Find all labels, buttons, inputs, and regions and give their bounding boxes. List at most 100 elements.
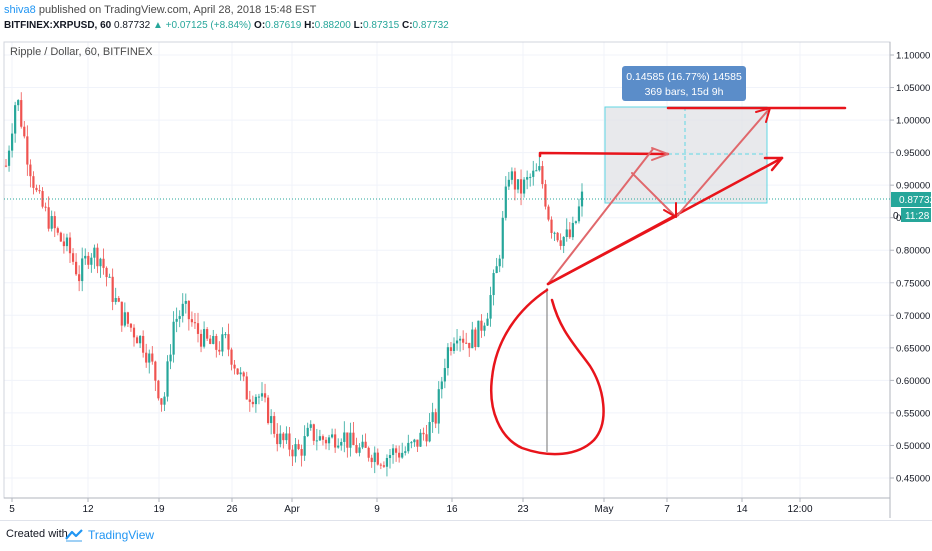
x-tick-label: 16	[446, 504, 458, 515]
candle-body	[221, 334, 224, 352]
drawn-arrow-up-1[interactable]	[547, 148, 654, 285]
low-value: 0.87315	[363, 20, 400, 31]
y-tick-label: 0.80000	[896, 246, 930, 257]
tradingview-logo-icon[interactable]	[64, 527, 84, 543]
candle-body	[276, 433, 279, 445]
drawn-resistance-line[interactable]	[538, 151, 670, 158]
candle-body	[123, 312, 126, 326]
candle-body	[452, 343, 456, 351]
candle-body	[379, 464, 382, 466]
candle-body	[513, 171, 517, 190]
measure-tooltip	[622, 66, 746, 101]
candle-body	[53, 216, 56, 229]
countdown-text: 11:28	[905, 211, 930, 222]
candle-body	[215, 336, 218, 350]
y-tick-label: 1.05000	[896, 83, 930, 94]
candle-body	[324, 439, 328, 444]
candle-body	[413, 439, 416, 443]
candle-body	[526, 177, 529, 180]
candle-body	[562, 236, 565, 246]
candle-body	[248, 399, 251, 402]
candle-body	[129, 323, 133, 328]
x-tick-label: 12	[82, 504, 94, 515]
candle-body	[419, 432, 422, 447]
high-label: H:	[304, 20, 315, 31]
candle-body	[282, 433, 285, 441]
candle-body	[550, 219, 553, 233]
time-axis[interactable]: 5 12 19 26 Apr 9 16 23 May 7 14 12:00	[9, 498, 813, 515]
candle-body	[574, 221, 578, 223]
candle-body	[102, 258, 105, 268]
y-tick-label: 0.45000	[896, 474, 930, 485]
candle-body	[367, 447, 370, 458]
candle-body	[580, 191, 584, 207]
last-price-tag	[891, 192, 931, 207]
chart-title: Ripple / Dollar, 60, BITFINEX	[10, 46, 153, 58]
candle-body	[538, 166, 541, 171]
candle-body	[394, 448, 398, 453]
drawn-circle[interactable]	[490, 288, 605, 456]
last-price-tag-text: 0.87732	[899, 195, 932, 206]
candle-body	[547, 206, 550, 220]
drawn-arrow-long[interactable]	[546, 156, 784, 286]
candle-body	[474, 329, 477, 348]
candle-body	[242, 372, 245, 377]
quote-bar: BITFINEX:XRPUSD, 60 0.87732 ▲ +0.07125 (…	[4, 19, 449, 33]
y-tick-label: 0.65000	[896, 343, 930, 354]
candle-body	[288, 433, 291, 450]
measure-box[interactable]	[604, 106, 768, 204]
y-tick-label: 0.70000	[896, 311, 930, 322]
candle-body	[303, 436, 306, 456]
candle-body	[7, 150, 11, 166]
candle-body	[440, 381, 443, 390]
candle-body	[370, 457, 373, 463]
candle-body	[327, 437, 331, 444]
candle-body	[160, 398, 163, 405]
x-tick-label: 14	[736, 504, 748, 515]
chart-panel[interactable]: Ripple / Dollar, 60, BITFINEX 0.14585 (1…	[0, 38, 932, 520]
candle-body	[541, 166, 544, 185]
candle-body	[376, 452, 379, 465]
candle-body	[44, 206, 47, 208]
candle-body	[56, 228, 59, 233]
arrow-head-long	[763, 156, 784, 172]
candle-body	[565, 229, 568, 237]
candle-body	[23, 126, 26, 137]
measure-tool[interactable]: 0.14585 (16.77%) 14585 369 bars, 15d 9h	[604, 66, 768, 204]
author-link[interactable]: shiva8	[4, 4, 36, 16]
candle-body	[492, 273, 495, 296]
candle-body	[169, 354, 172, 362]
candle-body	[120, 301, 123, 326]
candle-body	[483, 325, 486, 331]
candle-body	[361, 441, 364, 448]
candle-body	[544, 184, 547, 207]
candle-body	[257, 396, 261, 398]
x-tick-label: 9	[374, 504, 380, 515]
candle-body	[352, 432, 355, 446]
candle-body	[398, 452, 401, 458]
scale-zero-label: 0	[893, 211, 899, 222]
candle-body	[486, 318, 489, 326]
chart-background	[0, 38, 932, 520]
price-chart[interactable]: Ripple / Dollar, 60, BITFINEX 0.14585 (1…	[0, 38, 932, 520]
candle-body	[35, 187, 38, 191]
candle-body	[382, 465, 386, 467]
candle-body	[96, 247, 99, 267]
candle-body	[309, 424, 312, 428]
arrow-head-dip	[663, 202, 677, 218]
candle-body	[245, 376, 248, 400]
y-tick-label: 0.95000	[896, 148, 930, 159]
candle-body	[74, 261, 78, 275]
candle-body	[404, 451, 407, 453]
candle-body	[29, 164, 32, 177]
candle-body	[105, 267, 108, 278]
candle-body	[266, 397, 270, 424]
hand-drawings[interactable]	[490, 106, 847, 456]
candle-body	[391, 448, 395, 456]
x-tick-label: 26	[226, 504, 238, 515]
candle-body	[157, 380, 160, 399]
y-tick-label: 1.10000	[896, 51, 930, 62]
candle-body	[38, 190, 41, 192]
tradingview-brand-link[interactable]: TradingView	[88, 528, 155, 542]
candle-body	[111, 276, 114, 302]
